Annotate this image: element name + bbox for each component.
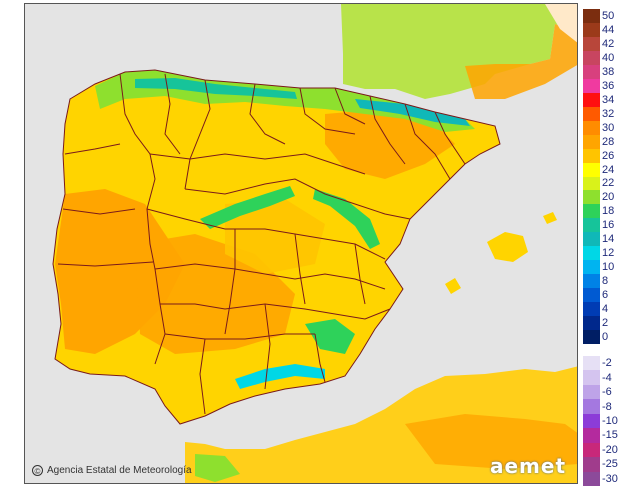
center-warm-area: [225, 199, 325, 274]
map-canvas: [25, 4, 577, 483]
legend-swatch: [583, 356, 600, 371]
legend-swatch: [583, 78, 600, 94]
copyright-icon: ©: [32, 465, 43, 476]
legend-label: 22: [602, 177, 615, 190]
legend-label: -15: [602, 429, 618, 442]
legend-label: 26: [602, 149, 615, 162]
legend-swatch: [583, 22, 600, 38]
legend-swatch: [583, 442, 600, 458]
legend-swatch: [583, 471, 600, 487]
legend-label: 8: [602, 275, 609, 288]
credit-line: © Agencia Estatal de Meteorología: [32, 465, 192, 476]
sierra-nevada-cool-band: [235, 364, 325, 389]
menorca-island: [543, 212, 557, 224]
legend-label: 38: [602, 65, 615, 78]
legend-swatch: [583, 148, 600, 164]
legend-swatch: [583, 302, 600, 317]
legend-label: -6: [602, 386, 612, 399]
legend-label: 32: [602, 107, 615, 120]
legend-label: 0: [602, 331, 609, 344]
legend-label: -4: [602, 371, 612, 384]
legend-label: -10: [602, 415, 618, 427]
legend-swatch: [583, 120, 600, 136]
legend-label: 14: [602, 233, 615, 246]
legend-label: -2: [602, 357, 612, 370]
legend-swatch: [583, 428, 600, 444]
mallorca-island: [487, 232, 528, 262]
betic-cool-area: [305, 319, 355, 354]
france-warm-area: [465, 24, 577, 99]
legend-swatch: [583, 232, 600, 247]
legend-swatch: [583, 260, 600, 275]
legend-swatch: [583, 64, 600, 80]
legend-swatch: [583, 399, 600, 415]
legend-swatch: [583, 274, 600, 289]
legend-label: 30: [602, 121, 615, 134]
legend-swatch: [583, 218, 600, 233]
legend-label: 40: [602, 51, 615, 64]
legend-label: 12: [602, 247, 615, 260]
legend-swatch: [583, 204, 600, 219]
legend-label: 44: [602, 23, 615, 36]
legend-label: 6: [602, 289, 609, 302]
legend-label: -20: [602, 443, 618, 456]
legend-label: 4: [602, 303, 609, 316]
legend-swatch: [583, 106, 600, 122]
pyrenees-cool-band: [355, 99, 470, 126]
legend-label: 2: [602, 317, 609, 330]
legend-swatch: [583, 9, 600, 24]
legend-swatch: [583, 50, 600, 66]
legend-swatch: [583, 330, 600, 345]
legend-label: 36: [602, 79, 615, 92]
legend-swatch: [583, 176, 600, 191]
legend-swatch: [583, 316, 600, 331]
cantabrian-cool-band: [135, 78, 297, 99]
legend-swatch: [583, 190, 600, 205]
legend-swatch: [583, 162, 600, 177]
france-landmass: [341, 4, 577, 99]
legend-swatch: [583, 457, 600, 473]
legend-swatch: [583, 370, 600, 386]
africa-warm-area: [405, 414, 577, 469]
iberian-system-cool-band: [313, 189, 380, 249]
legend-swatch: [583, 384, 600, 400]
legend-swatch: [583, 134, 600, 150]
province-boundaries: [52, 69, 501, 425]
temperature-legend: 50 44 42 40 38 36 34 32 30 28 26 24 22 20 18 16 14 12 10 8 6…: [583, 9, 627, 489]
central-system-cool-band: [200, 186, 295, 229]
legend-label: -30: [602, 472, 618, 485]
credit-text: Agencia Estatal de Meteorología: [47, 465, 192, 476]
legend-label: 20: [602, 191, 615, 204]
aemet-logo: aemet: [490, 454, 567, 478]
legend-swatch: [583, 413, 600, 429]
legend-label: 24: [602, 163, 615, 176]
legend-swatch: [583, 92, 600, 108]
ibiza-island: [445, 278, 461, 294]
legend-swatch: [583, 246, 600, 261]
legend-label: 18: [602, 205, 615, 218]
legend-label: -25: [602, 458, 618, 471]
legend-label: 34: [602, 93, 615, 106]
legend-label: 10: [602, 261, 615, 274]
africa-cool-area: [195, 454, 240, 482]
legend-label: -8: [602, 400, 612, 413]
italy-corner: [545, 4, 577, 43]
legend-label: 50: [602, 9, 615, 22]
temperature-map: [24, 3, 578, 484]
legend-swatch: [583, 288, 600, 303]
legend-swatch: [583, 36, 600, 52]
legend-label: 16: [602, 219, 615, 232]
legend-label: 28: [602, 135, 615, 148]
legend-label: 42: [602, 37, 615, 50]
